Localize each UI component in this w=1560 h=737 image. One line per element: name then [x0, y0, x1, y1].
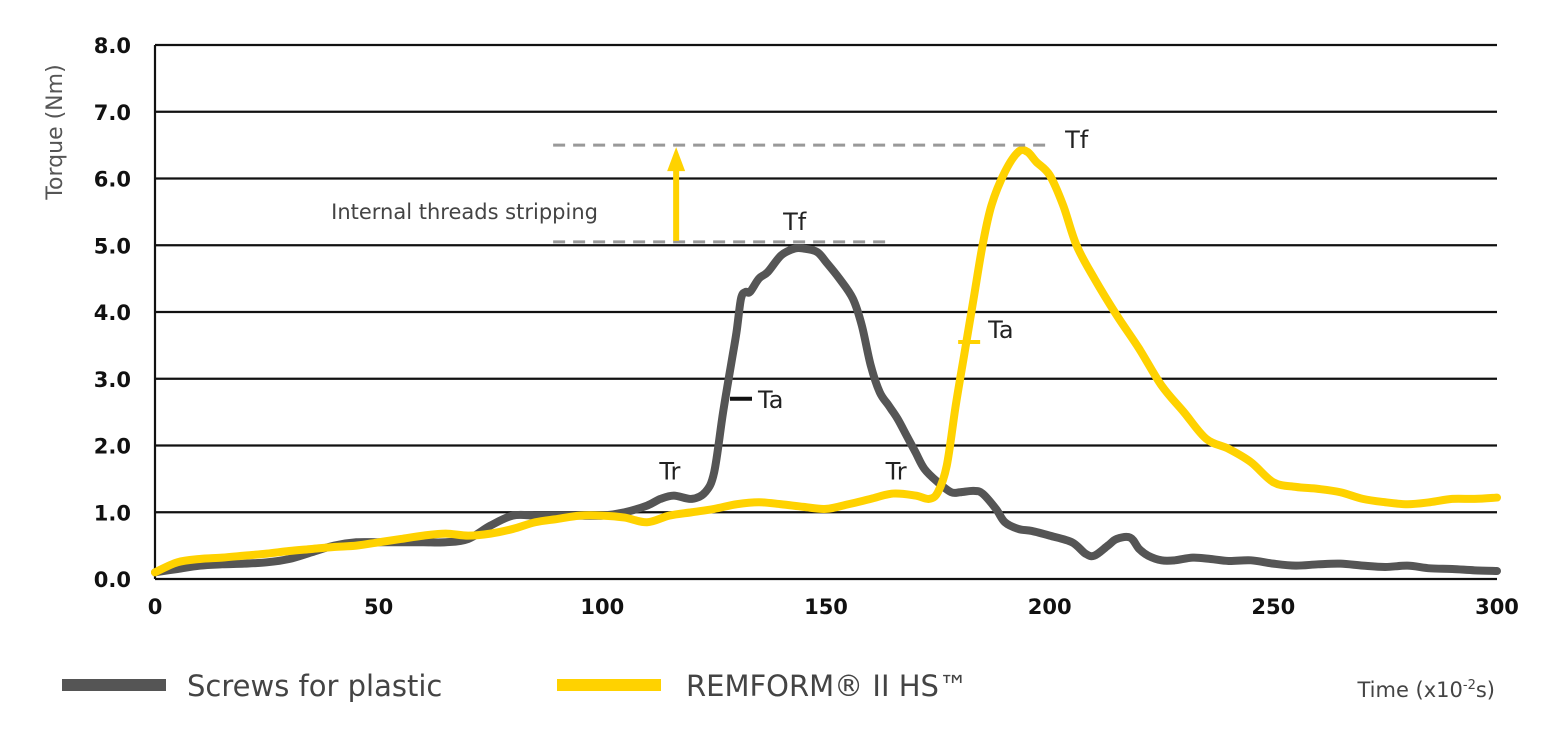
y-tick-label: 6.0: [94, 168, 131, 192]
annotations: Internal threads stripping Tf Tf Ta Ta Tr Tr: [331, 126, 1089, 486]
ta-gray-label: Ta: [757, 386, 783, 414]
x-tick-label: 100: [580, 595, 624, 619]
legend-label-remform: REMFORM® II HS™: [686, 669, 968, 703]
stripping-arrow-head: [667, 147, 686, 172]
tf-yellow-label: Tf: [1064, 126, 1089, 154]
tr-gray-label: Tr: [658, 458, 680, 486]
stripping-label: Internal threads stripping: [331, 200, 598, 224]
legend: Screws for plastic REMFORM® II HS™: [62, 669, 968, 703]
x-tick-label: 150: [804, 595, 848, 619]
y-tick-label: 0.0: [94, 568, 131, 592]
x-axis-title: Time (x10-2s): [1356, 678, 1495, 702]
grid-lines: [153, 43, 1497, 581]
y-tick-label: 4.0: [94, 301, 131, 325]
x-tick-label: 250: [1251, 595, 1295, 619]
tr-yellow-label: Tr: [885, 458, 907, 486]
x-tick-label: 0: [148, 595, 163, 619]
x-tick-label: 300: [1475, 595, 1519, 619]
series-line-remform: [151, 145, 1501, 577]
series-lines: [151, 145, 1501, 577]
ta-yellow-label: Ta: [987, 316, 1013, 344]
y-tick-label: 5.0: [94, 234, 131, 258]
y-tick-label: 7.0: [94, 101, 131, 125]
y-tick-label: 2.0: [94, 435, 131, 459]
y-tick-label: 3.0: [94, 368, 131, 392]
x-tick-label: 200: [1028, 595, 1072, 619]
legend-label-screws: Screws for plastic: [187, 669, 442, 703]
y-axis-title: Torque (Nm): [43, 64, 68, 200]
x-tick-labels: 0 50 100 150 200 250 300: [148, 595, 1519, 619]
series-line-screws: [151, 243, 1501, 577]
tf-gray-label: Tf: [782, 208, 807, 236]
y-tick-label: 8.0: [94, 34, 131, 58]
y-tick-label: 1.0: [94, 501, 131, 525]
y-tick-labels: 0.0 1.0 2.0 3.0 4.0 5.0 6.0 7.0 8.0: [94, 34, 131, 592]
x-tick-label: 50: [364, 595, 393, 619]
